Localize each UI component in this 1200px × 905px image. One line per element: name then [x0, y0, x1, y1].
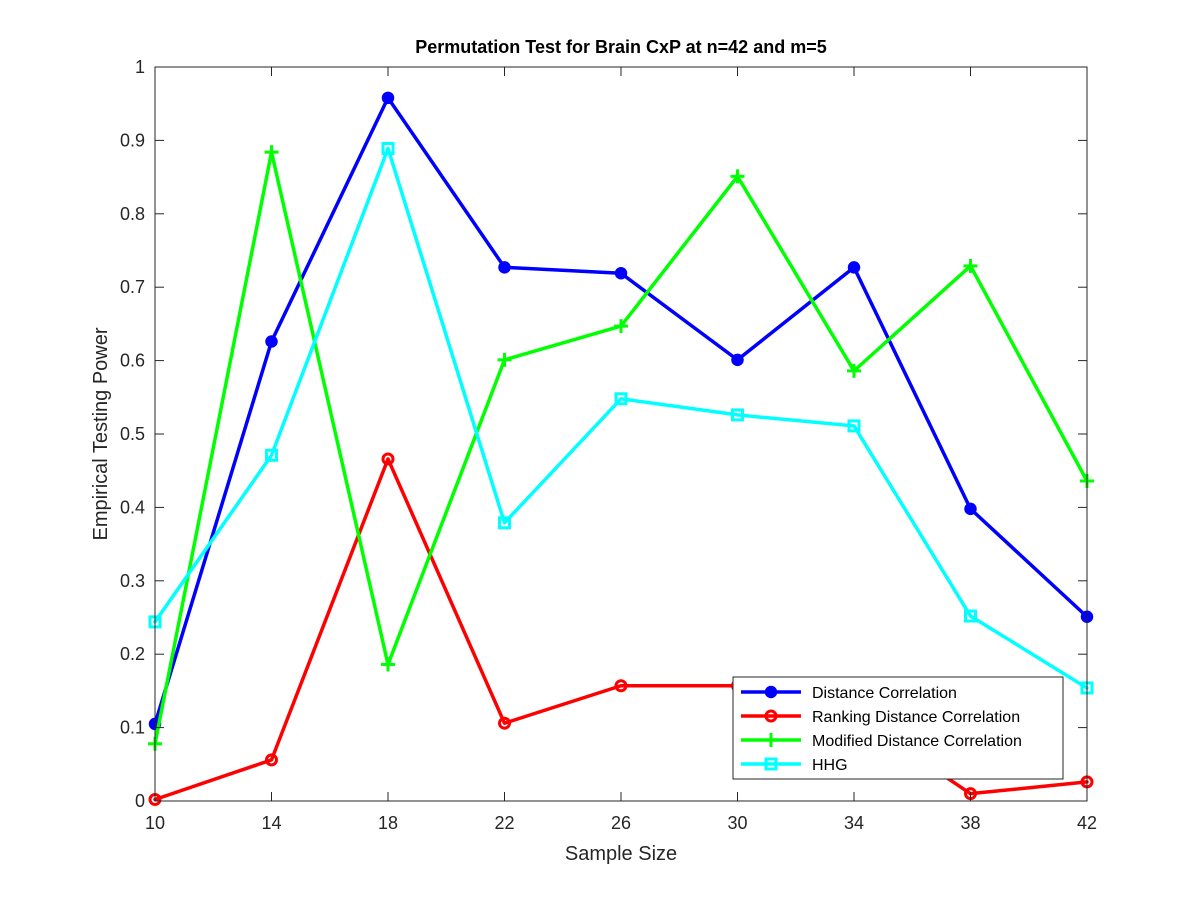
legend-entry-ranking-distance-correlation: Ranking Distance Correlation	[741, 709, 1020, 726]
legend-entry-distance-correlation: Distance Correlation	[741, 685, 957, 702]
legend-entry-hhg: HHG	[741, 757, 848, 774]
data-point-distance-correlation	[964, 502, 977, 516]
data-point-modified-distance-correlation	[730, 169, 745, 184]
legend-label: Distance Correlation	[812, 685, 957, 702]
y-tick-label: 0	[135, 791, 145, 811]
data-point-modified-distance-correlation	[381, 657, 395, 672]
data-point-modified-distance-correlation	[614, 319, 628, 334]
legend-swatch-marker	[764, 709, 778, 723]
data-point-hhg	[731, 408, 744, 422]
y-tick-label: 0.7	[120, 277, 145, 297]
legend-box	[732, 676, 1064, 780]
y-axis-label: Empirical Testing Power	[90, 327, 112, 540]
data-point-distance-correlation	[498, 261, 511, 274]
y-tick-label: 0.3	[120, 571, 145, 591]
data-point-ranking-distance-correlation	[265, 753, 278, 767]
y-tick-label: 1	[135, 57, 145, 77]
legend-label: Ranking Distance Correlation	[812, 709, 1020, 726]
data-point-ranking-distance-correlation	[381, 452, 395, 466]
series-layer	[148, 91, 1094, 807]
data-point-hhg	[498, 516, 511, 530]
x-tick-label: 18	[378, 813, 398, 833]
y-tick-label: 0.2	[120, 644, 145, 664]
data-point-hhg	[381, 141, 395, 155]
data-point-hhg	[614, 392, 628, 406]
legend-swatch-marker	[764, 757, 778, 771]
series-line-hhg	[153, 146, 1089, 690]
legend-entry-modified-distance-correlation: Modified Distance Correlation	[741, 733, 1022, 750]
y-tick-label: 0.6	[120, 351, 145, 371]
x-tick-label: 30	[727, 813, 747, 833]
legend: Distance Correlation Ranking Distance Cor…	[732, 676, 1064, 780]
data-point-hhg	[847, 419, 861, 433]
series-distance-correlation	[148, 91, 1094, 731]
data-point-modified-distance-correlation	[264, 145, 279, 160]
legend-label: Modified Distance Correlation	[812, 733, 1022, 750]
x-tick-label: 42	[1077, 813, 1097, 833]
tick-layer: 10 14 18 22 26 30 34 38 42 0 0.1 0.2 0.3 0.4 0.5 0.6 0.7…	[120, 57, 1097, 833]
data-point-modified-distance-correlation	[497, 352, 512, 367]
x-tick-label: 26	[611, 813, 631, 833]
y-tick-label: 0.1	[120, 718, 145, 738]
data-point-modified-distance-correlation	[963, 258, 978, 273]
legend-swatch-marker	[764, 733, 778, 747]
data-point-hhg	[964, 609, 977, 623]
data-point-distance-correlation	[731, 353, 744, 367]
legend-swatch-marker	[764, 685, 778, 699]
data-point-distance-correlation	[614, 267, 628, 280]
x-tick-label: 14	[261, 813, 281, 833]
data-point-distance-correlation	[265, 335, 278, 348]
chart-title: Permutation Test for Brain CxP at n=42 a…	[415, 37, 826, 57]
data-point-modified-distance-correlation	[847, 363, 861, 378]
x-tick-label: 34	[844, 813, 864, 833]
data-point-ranking-distance-correlation	[498, 716, 511, 730]
y-tick-label: 0.5	[120, 424, 145, 444]
y-tick-label: 0.4	[120, 497, 145, 517]
data-point-distance-correlation	[381, 91, 395, 105]
x-tick-label: 22	[494, 813, 514, 833]
y-tick-label: 0.8	[120, 204, 145, 224]
data-point-ranking-distance-correlation	[614, 679, 628, 693]
x-axis-label: Sample Size	[565, 843, 677, 865]
y-tick-label: 0.9	[120, 130, 145, 150]
legend-label: HHG	[812, 757, 848, 774]
x-tick-label: 10	[145, 813, 165, 833]
data-point-hhg	[265, 448, 278, 462]
x-tick-label: 38	[960, 813, 980, 833]
data-point-distance-correlation	[847, 261, 861, 274]
